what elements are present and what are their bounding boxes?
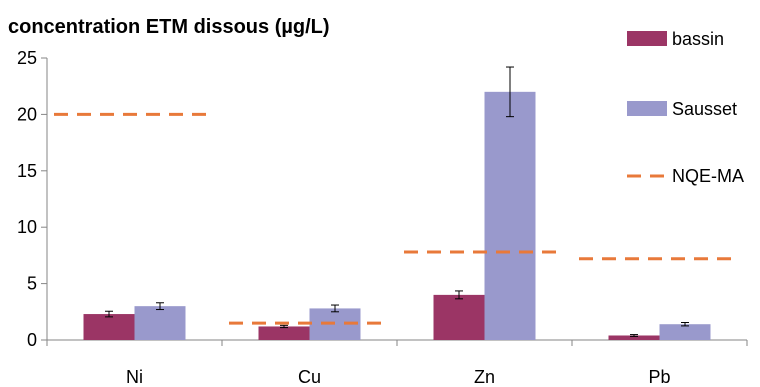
bar-bassin [258,326,310,340]
y-tick-label: 0 [27,330,37,350]
chart-title: concentration ETM dissous (µg/L) [8,16,330,38]
bar-sausset [134,306,186,340]
x-tick-label: Pb [648,367,670,387]
legend-label-bassin: bassin [672,29,724,49]
bar-sausset [659,324,711,340]
bar-sausset [484,91,536,340]
x-tick-label: Zn [474,367,495,387]
chart-marks [54,66,740,340]
legend-swatch-sausset [627,101,667,116]
y-tick-label: 20 [17,104,37,124]
y-tick-label: 5 [27,274,37,294]
x-tick-label: Ni [126,367,143,387]
y-tick-label: 10 [17,217,37,237]
bar-bassin [433,294,485,340]
y-tick-label: 25 [17,48,37,68]
legend-label-sausset: Sausset [672,99,737,119]
bar-bassin [608,335,660,340]
x-tick-label: Cu [298,367,321,387]
legend-swatch-bassin [627,31,667,46]
bar-bassin [83,314,135,340]
y-tick-label: 15 [17,161,37,181]
legend-label-reference: NQE-MA [672,166,744,186]
legend: bassin Sausset NQE-MA [627,29,744,186]
